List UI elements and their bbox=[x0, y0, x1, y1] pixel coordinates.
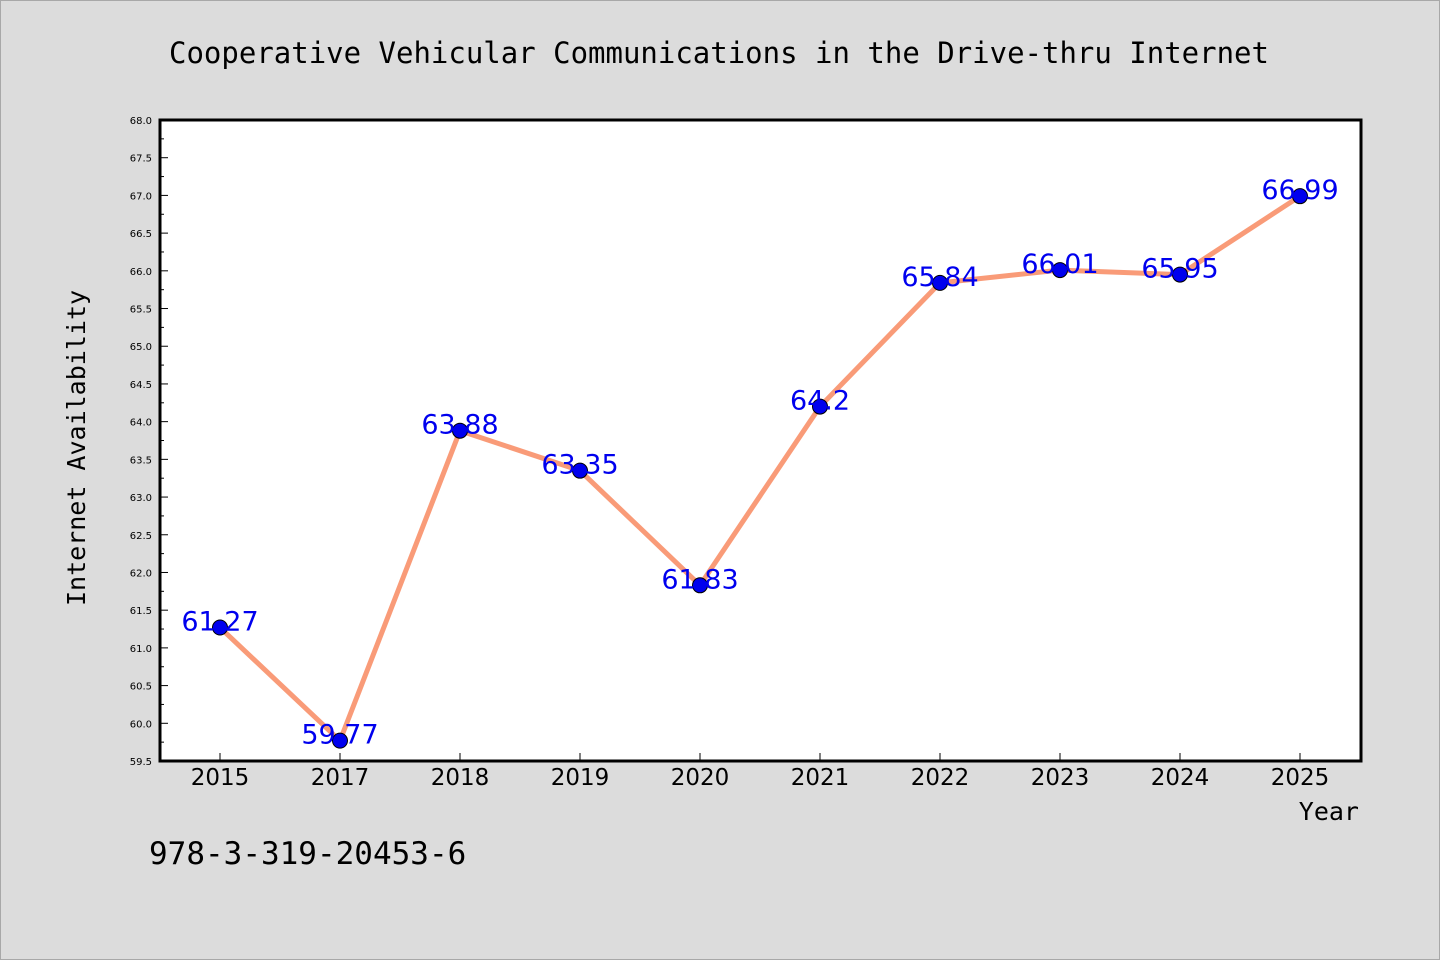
data-label: 65.95 bbox=[1141, 254, 1218, 285]
x-tick-label: 2025 bbox=[1271, 765, 1330, 791]
data-point bbox=[692, 577, 708, 594]
x-tick-label: 2018 bbox=[431, 765, 490, 791]
y-tick-label: 68.0 bbox=[130, 116, 152, 127]
data-label: 63.88 bbox=[421, 410, 498, 441]
y-axis-ticks: 59.5 60.0 60.5 61.0 61.5 62.0 62.5 63.0 63.5 64.0… bbox=[130, 116, 168, 768]
y-tick-label: 65.0 bbox=[130, 342, 152, 353]
data-point bbox=[452, 422, 468, 439]
data-point bbox=[572, 462, 588, 479]
footnote-isbn: 978-3-319-20453-6 bbox=[149, 836, 466, 872]
y-tick-label: 65.5 bbox=[130, 305, 152, 316]
plot-area bbox=[158, 118, 1363, 763]
data-label: 61.27 bbox=[181, 607, 258, 638]
data-point bbox=[332, 732, 348, 749]
data-label: 63.35 bbox=[541, 450, 618, 481]
data-point bbox=[812, 398, 828, 415]
data-point bbox=[1052, 262, 1068, 279]
data-label: 66.01 bbox=[1021, 249, 1098, 280]
y-tick-label: 66.0 bbox=[130, 267, 152, 278]
data-label: 61.83 bbox=[661, 564, 738, 595]
series-layer: 61.27 59.77 63.88 63.35 61.83 64.2 65.84 66.01 6… bbox=[181, 175, 1338, 750]
y-tick-label: 61.5 bbox=[130, 606, 152, 617]
y-tick-label: 63.0 bbox=[130, 493, 152, 504]
y-tick-label: 64.0 bbox=[130, 418, 152, 429]
x-tick-label: 2017 bbox=[311, 765, 370, 791]
data-point bbox=[932, 274, 948, 291]
x-tick-label: 2022 bbox=[911, 765, 970, 791]
y-axis-label: Internet Availability bbox=[62, 290, 91, 606]
x-tick-label: 2015 bbox=[191, 765, 250, 791]
y-tick-label: 64.5 bbox=[130, 380, 152, 391]
data-label: 64.2 bbox=[790, 386, 850, 417]
y-tick-label: 61.0 bbox=[130, 644, 152, 655]
y-tick-label: 62.0 bbox=[130, 568, 152, 579]
y-tick-label: 60.0 bbox=[130, 719, 152, 730]
data-label: 59.77 bbox=[301, 720, 378, 751]
x-axis-ticks: 2015 2017 2018 2019 2020 2021 2022 2023 2024 2025 bbox=[191, 753, 1330, 791]
x-tick-label: 2023 bbox=[1031, 765, 1090, 791]
series-line bbox=[217, 193, 1303, 744]
y-tick-label: 60.5 bbox=[130, 682, 152, 693]
y-tick-label: 66.5 bbox=[130, 229, 152, 240]
data-label: 65.84 bbox=[901, 262, 978, 293]
x-tick-label: 2019 bbox=[551, 765, 610, 791]
data-point bbox=[212, 619, 228, 636]
x-tick-label: 2024 bbox=[1151, 765, 1210, 791]
y-tick-label: 63.5 bbox=[130, 455, 152, 466]
x-axis-label: Year bbox=[1299, 797, 1359, 826]
data-label: 66.99 bbox=[1261, 175, 1338, 206]
data-point bbox=[1172, 266, 1188, 283]
y-tick-label: 67.0 bbox=[130, 191, 152, 202]
y-tick-label: 67.5 bbox=[130, 154, 152, 165]
data-point bbox=[1292, 188, 1308, 205]
y-tick-label: 59.5 bbox=[130, 757, 152, 768]
x-tick-label: 2020 bbox=[671, 765, 730, 791]
chart-title: Cooperative Vehicular Communications in … bbox=[169, 36, 1269, 70]
y-tick-label: 62.5 bbox=[130, 531, 152, 542]
x-tick-label: 2021 bbox=[791, 765, 850, 791]
